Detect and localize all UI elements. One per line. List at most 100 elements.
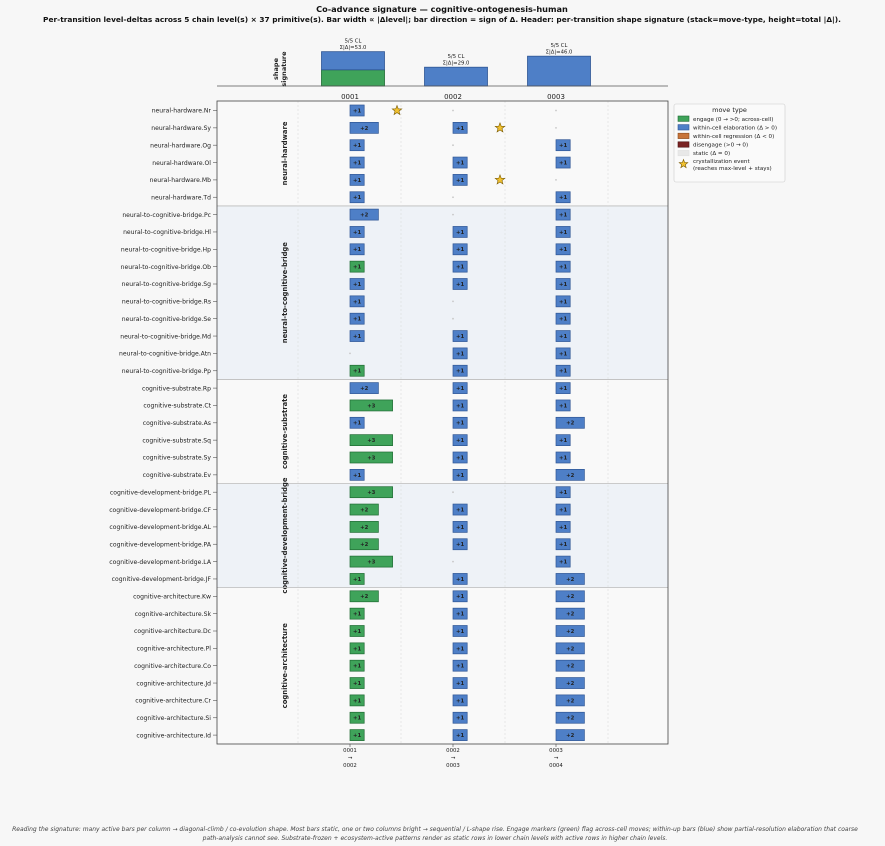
delta-label: +3: [367, 438, 375, 444]
header-ylabel: shape signature: [272, 51, 288, 87]
within-up-bar: [555, 469, 585, 481]
delta-label: +1: [456, 542, 464, 548]
within-up-bar: [452, 503, 468, 516]
delta-label: +1: [456, 473, 464, 479]
delta-label: +1: [456, 629, 464, 635]
engage-bar: [349, 694, 365, 707]
delta-label: +1: [559, 160, 567, 166]
delta-label: +1: [353, 317, 361, 323]
static-dot: [555, 109, 557, 112]
chart-subtitle: Per-transition level-deltas across 5 cha…: [43, 15, 841, 25]
crystallization-star-icon: [494, 174, 506, 185]
legend-swatch-disengage: [677, 141, 690, 148]
delta-label: +1: [353, 612, 361, 618]
delta-label: +3: [367, 490, 375, 496]
x-tick-label: 0002: [446, 748, 460, 754]
within-up-bar: [555, 260, 571, 273]
static-dot: [452, 491, 454, 494]
legend-swatch-within_down: [677, 132, 690, 139]
delta-label: +1: [456, 178, 464, 184]
engage-bar: [349, 399, 393, 412]
delta-label: +1: [353, 230, 361, 236]
within-up-bar: [349, 156, 365, 169]
static-dot: [452, 196, 454, 199]
within-up-bar: [452, 469, 468, 481]
engage-bar: [349, 555, 393, 568]
within-up-bar: [555, 521, 571, 533]
within-up-bar: [349, 469, 365, 481]
x-tick-label: 0003: [446, 763, 460, 769]
legend-swatch-within_up: [677, 124, 690, 131]
delta-label: +2: [566, 473, 574, 479]
delta-label: +1: [456, 507, 464, 513]
delta-label: +1: [353, 473, 361, 479]
legend-star-label: (reaches max-level + stays): [693, 166, 772, 172]
legend-label: engage (0 → >0; across-cell): [693, 117, 773, 123]
header-bar-engage: [321, 69, 385, 87]
within-up-bar: [555, 191, 571, 204]
delta-label: +2: [360, 126, 368, 132]
delta-label: +1: [353, 143, 361, 149]
delta-label: +1: [353, 681, 361, 687]
delta-label: +2: [566, 698, 574, 704]
delta-label: +1: [353, 421, 361, 427]
delta-label: +2: [360, 213, 368, 219]
within-up-bar: [555, 729, 585, 741]
delta-label: +1: [353, 334, 361, 340]
row-label: neural-hardware.Mb: [150, 177, 212, 184]
row-label: neural-to-cognitive-bridge.Hp: [121, 247, 211, 254]
row-label: cognitive-substrate.Rp: [142, 385, 211, 392]
group-label: cognitive-development-bridge: [281, 477, 289, 593]
within-up-bar: [452, 330, 468, 342]
delta-label: +1: [456, 698, 464, 704]
legend-swatch-static: [677, 150, 690, 157]
delta-label: +1: [559, 560, 567, 566]
engage-bar: [349, 573, 365, 585]
delta-label: +1: [559, 282, 567, 288]
row-label: cognitive-development-bridge.CF: [109, 507, 211, 514]
within-up-bar: [452, 607, 468, 620]
group-label: cognitive-architecture: [281, 623, 289, 709]
delta-label: +1: [353, 178, 361, 184]
row-label: neural-to-cognitive-bridge.Rs: [122, 299, 211, 306]
within-up-bar: [555, 347, 571, 360]
main-panel: neural-hardware neural-to-cognitive-bridg…: [109, 100, 669, 769]
row-label: cognitive-architecture.Jd: [136, 680, 211, 687]
delta-label: +1: [559, 403, 567, 409]
within-up-bar: [349, 243, 365, 256]
delta-label: +1: [559, 247, 567, 253]
row-label: cognitive-substrate.Ct: [143, 403, 211, 410]
within-up-bar: [452, 677, 468, 689]
within-up-bar: [555, 330, 571, 342]
within-up-bar: [555, 694, 585, 707]
row-label: cognitive-development-bridge.LA: [109, 559, 212, 566]
within-up-bar: [452, 521, 468, 533]
group-label: neural-to-cognitive-bridge: [281, 242, 289, 344]
within-up-bar: [555, 503, 571, 516]
delta-label: +1: [559, 265, 567, 271]
row-label: cognitive-development-bridge.PL: [110, 489, 212, 496]
x-tick-label: 0003: [549, 748, 563, 754]
delta-label: +1: [353, 108, 361, 114]
chart-title: Co-advance signature — cognitive-ontogen…: [316, 4, 568, 14]
within-up-bar: [452, 226, 468, 238]
row-label: cognitive-architecture.Co: [134, 663, 211, 670]
header-total-label: Σ|Δ|=29.0: [443, 61, 470, 67]
delta-label: +1: [456, 664, 464, 670]
row-label: cognitive-architecture.Kw: [133, 594, 211, 601]
delta-label: +1: [559, 351, 567, 357]
group-label-text: neural-to-cognitive-bridge: [281, 242, 289, 344]
crystallization-star-icon: [391, 104, 403, 116]
within-up-bar: [452, 590, 468, 603]
header-bar-within-up: [424, 66, 488, 87]
within-up-bar: [555, 486, 571, 499]
delta-label: +1: [456, 160, 464, 166]
static-dot: [452, 213, 454, 216]
legend-swatch-engage: [677, 115, 690, 122]
group-label-text: neural-hardware: [281, 121, 289, 185]
delta-label: +1: [456, 681, 464, 687]
within-up-bar: [555, 625, 585, 637]
within-up-bar: [555, 555, 571, 568]
engage-bar: [349, 434, 393, 446]
within-up-bar: [555, 642, 585, 655]
